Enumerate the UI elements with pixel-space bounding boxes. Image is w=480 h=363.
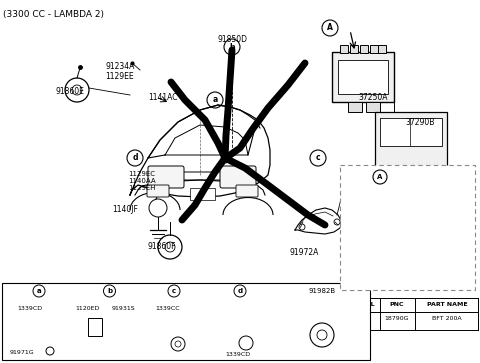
Text: 1339CD: 1339CD — [17, 306, 43, 310]
Text: 1339CD: 1339CD — [226, 352, 251, 358]
Text: a: a — [358, 316, 362, 322]
Text: b: b — [229, 42, 235, 52]
Bar — [363, 259, 373, 267]
FancyBboxPatch shape — [236, 185, 258, 197]
Text: 1140JF: 1140JF — [112, 205, 138, 214]
Text: 91971G: 91971G — [10, 351, 34, 355]
Text: 91860F: 91860F — [148, 242, 177, 251]
Text: c: c — [316, 154, 320, 163]
Text: 1120ED: 1120ED — [76, 306, 100, 310]
Bar — [400, 170, 408, 176]
Bar — [332, 52, 394, 102]
FancyBboxPatch shape — [147, 185, 169, 197]
Text: d: d — [238, 288, 242, 294]
Text: 1125AD: 1125AD — [342, 186, 372, 195]
Bar — [358, 187, 420, 259]
Text: a: a — [36, 288, 41, 294]
Text: 1339CC: 1339CC — [156, 306, 180, 310]
Bar — [340, 45, 348, 53]
Bar — [415, 170, 423, 176]
Bar — [190, 188, 215, 200]
Text: A: A — [377, 174, 383, 180]
Bar — [362, 199, 416, 219]
Bar — [378, 45, 386, 53]
Bar — [405, 259, 415, 267]
Text: a: a — [212, 95, 217, 105]
FancyBboxPatch shape — [148, 166, 184, 188]
Text: (3300 CC - LAMBDA 2): (3300 CC - LAMBDA 2) — [3, 10, 104, 19]
Text: c: c — [172, 288, 176, 294]
Bar — [428, 170, 436, 176]
Bar — [2, 283, 370, 360]
Bar — [338, 60, 388, 94]
Bar — [366, 102, 380, 112]
Bar — [385, 170, 393, 176]
Text: 1129EC
1140AA
1129EH: 1129EC 1140AA 1129EH — [128, 171, 156, 191]
Text: 37250A: 37250A — [358, 93, 387, 102]
Bar — [366, 177, 380, 189]
Text: PART NAME: PART NAME — [427, 302, 468, 307]
Bar — [380, 118, 410, 146]
Text: 91860E: 91860E — [55, 87, 84, 96]
Bar — [380, 118, 442, 146]
Text: 91931S: 91931S — [111, 306, 135, 310]
Text: 1141AC: 1141AC — [148, 93, 178, 102]
Bar — [348, 102, 362, 112]
Text: SYMBOL: SYMBOL — [345, 302, 375, 307]
Text: A: A — [327, 24, 333, 33]
Bar — [340, 165, 475, 290]
Text: 91972A: 91972A — [290, 248, 319, 257]
Text: 37290B: 37290B — [405, 118, 434, 127]
Bar — [360, 45, 368, 53]
Text: 18790G: 18790G — [385, 317, 409, 322]
Bar — [396, 177, 410, 189]
Text: 91982B: 91982B — [309, 288, 336, 294]
Text: BFT 200A: BFT 200A — [432, 317, 462, 322]
Text: a: a — [401, 204, 406, 213]
Text: 91234A
1129EE: 91234A 1129EE — [105, 62, 134, 81]
Bar — [88, 318, 102, 336]
FancyBboxPatch shape — [220, 166, 256, 188]
Text: d: d — [132, 154, 138, 163]
Text: 91850D: 91850D — [218, 35, 248, 44]
Text: PNC: PNC — [390, 302, 404, 307]
Bar — [350, 45, 358, 53]
Bar — [375, 112, 447, 170]
Text: b: b — [107, 288, 112, 294]
Bar — [370, 45, 378, 53]
Text: VIEW: VIEW — [345, 172, 367, 182]
